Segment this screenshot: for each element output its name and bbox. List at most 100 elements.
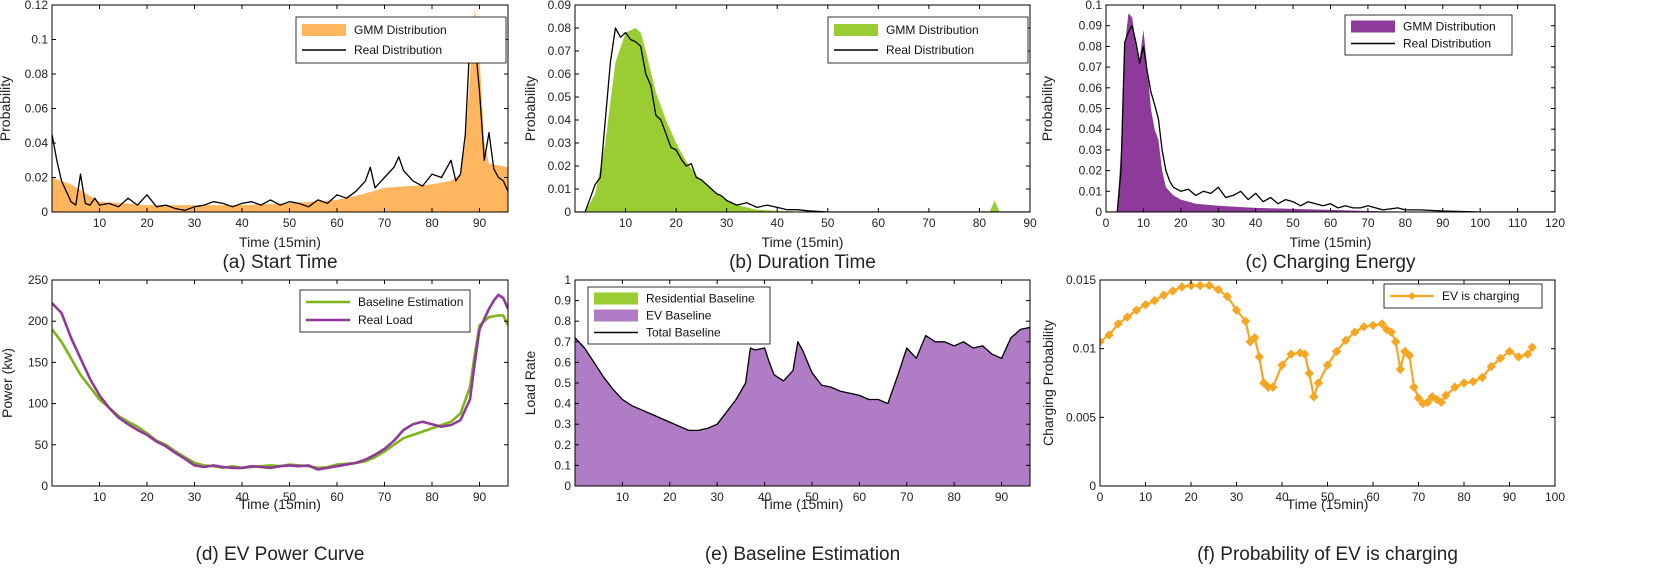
y-tick-label: 0 [41,205,48,219]
x-tick-label: 50 [805,490,819,504]
x-tick-label: 20 [140,490,154,504]
x-tick-label: 90 [1023,216,1037,230]
y-tick-label: 0.005 [1066,410,1096,424]
legend: GMM Distribution Real Distribution [827,16,1029,64]
legend-label: EV Baseline [646,309,712,323]
y-tick-label: 0.07 [548,44,572,58]
x-tick-label: 40 [771,216,785,230]
data-point [1231,305,1242,315]
data-point [1450,382,1460,392]
y-tick-label: 0 [1095,205,1102,219]
y-tick-label: 0.09 [1079,19,1103,33]
legend-swatch [302,24,346,36]
y-tick-label: 0.07 [1079,60,1103,74]
y-tick-label: 0.8 [554,314,571,328]
chart-panel-3: 0 10 20 30 40 50 60 70 80 90 100 110 120 0 0.01 0.02 0.0… [1039,0,1565,273]
legend-swatch [594,292,638,305]
data-point [1140,300,1151,310]
x-tick-label: 50 [283,216,297,230]
data-point [1277,360,1287,370]
data-point [1222,291,1233,302]
y-tick-label: 0.08 [548,21,572,35]
legend: Baseline Estimation Real Load [299,289,471,333]
x-tick-label: 70 [900,490,914,504]
x-tick-label: 50 [283,490,297,504]
x-axis-label: Time (15min) [762,496,844,512]
x-tick-label: 70 [922,216,936,230]
data-point [1158,290,1169,300]
y-tick-label: 0 [564,205,571,219]
y-tick-label: 0.3 [554,417,571,431]
y-tick-label: 0.01 [1079,184,1103,198]
y-tick-label: 150 [28,355,48,369]
axes-frame [574,4,1031,213]
x-tick-label: 90 [995,490,1009,504]
y-tick-label: 0.05 [1079,102,1103,116]
data-point [1104,330,1114,340]
data-point [1422,397,1433,407]
x-axis-label: Time (15min) [1290,234,1372,250]
x-tick-label: 60 [1324,216,1338,230]
series-real-distribution-line [52,38,508,211]
data-point [1359,321,1369,332]
y-axis-label: Load Rate [522,350,538,415]
y-tick-label: 0.09 [548,0,572,12]
y-tick-label: 0.7 [554,335,571,349]
x-tick-label: 80 [947,490,961,504]
series-baseline-estimation-line [52,314,508,470]
y-tick-label: 0 [564,479,571,493]
y-tick-label: 1 [564,273,571,287]
data-point [1177,282,1187,292]
x-tick-label: 50 [1321,490,1335,504]
x-tick-label: 20 [1174,216,1188,230]
legend-label: GMM Distribution [886,23,979,37]
y-tick-label: 0.2 [554,438,571,452]
chart-caption: (e) Baseline Estimation [705,544,900,565]
legend-marker [1408,292,1416,300]
chart-panel-1: 10 20 30 40 50 60 70 80 90 0 0.02 0.04 0.06 0.08 0.1 0.… [0,0,509,273]
x-tick-label: 90 [1436,216,1450,230]
y-tick-label: 0.1 [1085,0,1102,12]
x-axis-label: Time (15min) [239,496,321,512]
y-tick-label: 0.6 [554,355,571,369]
x-tick-label: 30 [711,490,725,504]
legend-label: GMM Distribution [1403,20,1496,34]
data-point [1254,352,1264,362]
plot-area [52,293,508,471]
data-point [1409,382,1419,392]
x-tick-label: 40 [235,490,249,504]
x-tick-label: 10 [1139,490,1153,504]
y-tick-label: 0.04 [1079,122,1103,136]
x-axis-label: Time (15min) [1287,496,1369,512]
series-gmm-distribution-area [52,8,508,212]
x-tick-label: 70 [1412,490,1426,504]
legend-label: Baseline Estimation [358,295,463,309]
y-tick-label: 0.03 [1079,143,1103,157]
data-point [1322,360,1333,370]
x-tick-label: 30 [1212,216,1226,230]
y-tick-label: 200 [28,314,48,328]
axes-frame [51,279,509,487]
x-tick-label: 120 [1545,216,1565,230]
data-point [1404,350,1415,361]
chart-panel-5: 10 20 30 40 50 60 70 80 90 0 0.1 0.2 0.3 0.4 0.5 0.6 0.7… [522,273,1031,565]
data-point [1522,349,1533,359]
legend: Residential Baseline EV Baseline Total Bas… [587,286,771,345]
plot-area [52,8,508,212]
data-point [1340,335,1351,346]
legend-label: Real Distribution [354,43,442,57]
x-axis-label: Time (15min) [762,234,844,250]
series-real-load-line [52,293,508,471]
plot-area [575,326,1030,486]
y-tick-label: 0.1 [554,458,571,472]
x-tick-label: 40 [758,490,772,504]
x-tick-label: 10 [616,490,630,504]
data-point [1131,305,1142,315]
x-tick-label: 80 [425,216,439,230]
data-point [1186,280,1196,291]
series-real-distribution-line [575,27,1030,212]
data-point [1313,378,1324,388]
data-point [1300,349,1310,359]
legend-label: Real Load [358,313,413,327]
